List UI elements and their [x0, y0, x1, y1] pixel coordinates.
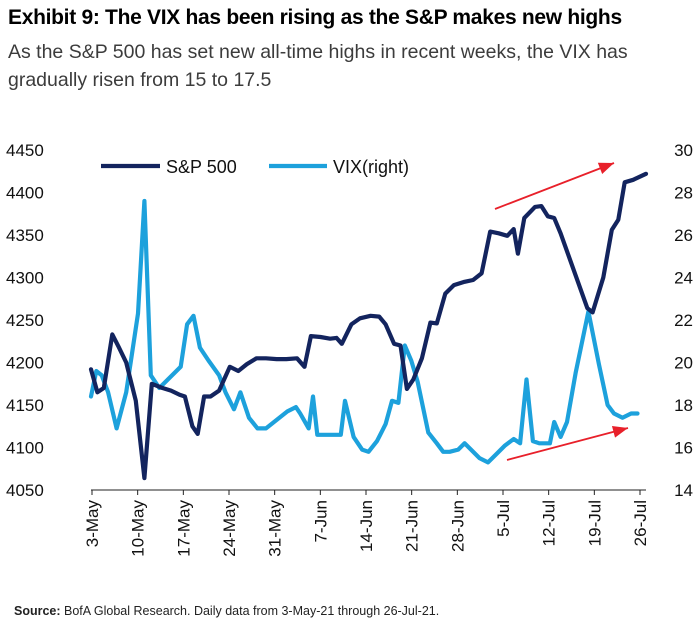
x-tick-label: 21-Jun — [403, 500, 422, 552]
left-axis: 4050 4100 4150 4200 4250 4300 4350 4400 4450 — [6, 141, 44, 500]
chart-title: Exhibit 9: The VIX has been rising as th… — [8, 6, 622, 29]
legend-label-sp500: S&P 500 — [166, 157, 237, 177]
left-tick-label: 4350 — [6, 226, 44, 245]
left-tick-label: 4100 — [6, 439, 44, 458]
x-tick-label: 10-May — [129, 500, 148, 557]
source-text: BofA Global Research. Daily data from 3-… — [60, 604, 440, 618]
x-tick-label: 17-May — [174, 500, 193, 557]
left-tick-label: 4300 — [6, 269, 44, 288]
left-tick-label: 4200 — [6, 354, 44, 373]
vix-trend-arrow — [506, 426, 629, 461]
sp500-trend-arrow — [494, 162, 615, 210]
x-tick-label: 12-Jul — [540, 500, 559, 546]
right-tick-label: 16 — [674, 439, 693, 458]
source-label: Source: — [14, 604, 61, 618]
x-tick-label: 14-Jun — [357, 500, 376, 552]
legend: S&P 500 VIX(right) — [101, 157, 409, 177]
trend-arrows — [494, 162, 629, 461]
x-tick-label: 26-Jul — [631, 500, 650, 546]
x-tick-label: 28-Jun — [448, 500, 467, 552]
right-tick-label: 30 — [674, 141, 693, 160]
x-tick-label: 19-Jul — [585, 500, 604, 546]
right-tick-label: 28 — [674, 184, 693, 203]
right-tick-label: 22 — [674, 311, 693, 330]
right-tick-label: 14 — [674, 481, 693, 500]
sp500-line — [88, 171, 649, 481]
x-tick-label: 3-May — [83, 500, 102, 548]
right-tick-label: 26 — [674, 226, 693, 245]
series-layer — [88, 171, 649, 481]
right-tick-label: 20 — [674, 354, 693, 373]
left-tick-label: 4450 — [6, 141, 44, 160]
x-tick-label: 31-May — [266, 500, 285, 557]
right-tick-label: 24 — [674, 269, 693, 288]
x-tick-label: 24-May — [220, 500, 239, 557]
legend-label-vix: VIX(right) — [333, 157, 409, 177]
left-tick-label: 4400 — [6, 184, 44, 203]
x-tick-label: 7-Jun — [311, 500, 330, 543]
vix-line — [88, 198, 640, 465]
chart-subtitle: As the S&P 500 has set new all-time high… — [8, 41, 628, 91]
x-tick-label: 5-Jul — [494, 500, 513, 537]
left-tick-label: 4250 — [6, 311, 44, 330]
left-tick-label: 4050 — [6, 481, 44, 500]
right-tick-label: 18 — [674, 396, 693, 415]
source-note: Source: BofA Global Research. Daily data… — [14, 604, 439, 618]
left-tick-label: 4150 — [6, 396, 44, 415]
right-axis: 14 16 18 20 22 24 26 28 30 — [674, 141, 693, 500]
x-axis: 3-May 10-May 17-May 24-May 31-May 7-Jun 14-Jun… — [83, 490, 650, 557]
